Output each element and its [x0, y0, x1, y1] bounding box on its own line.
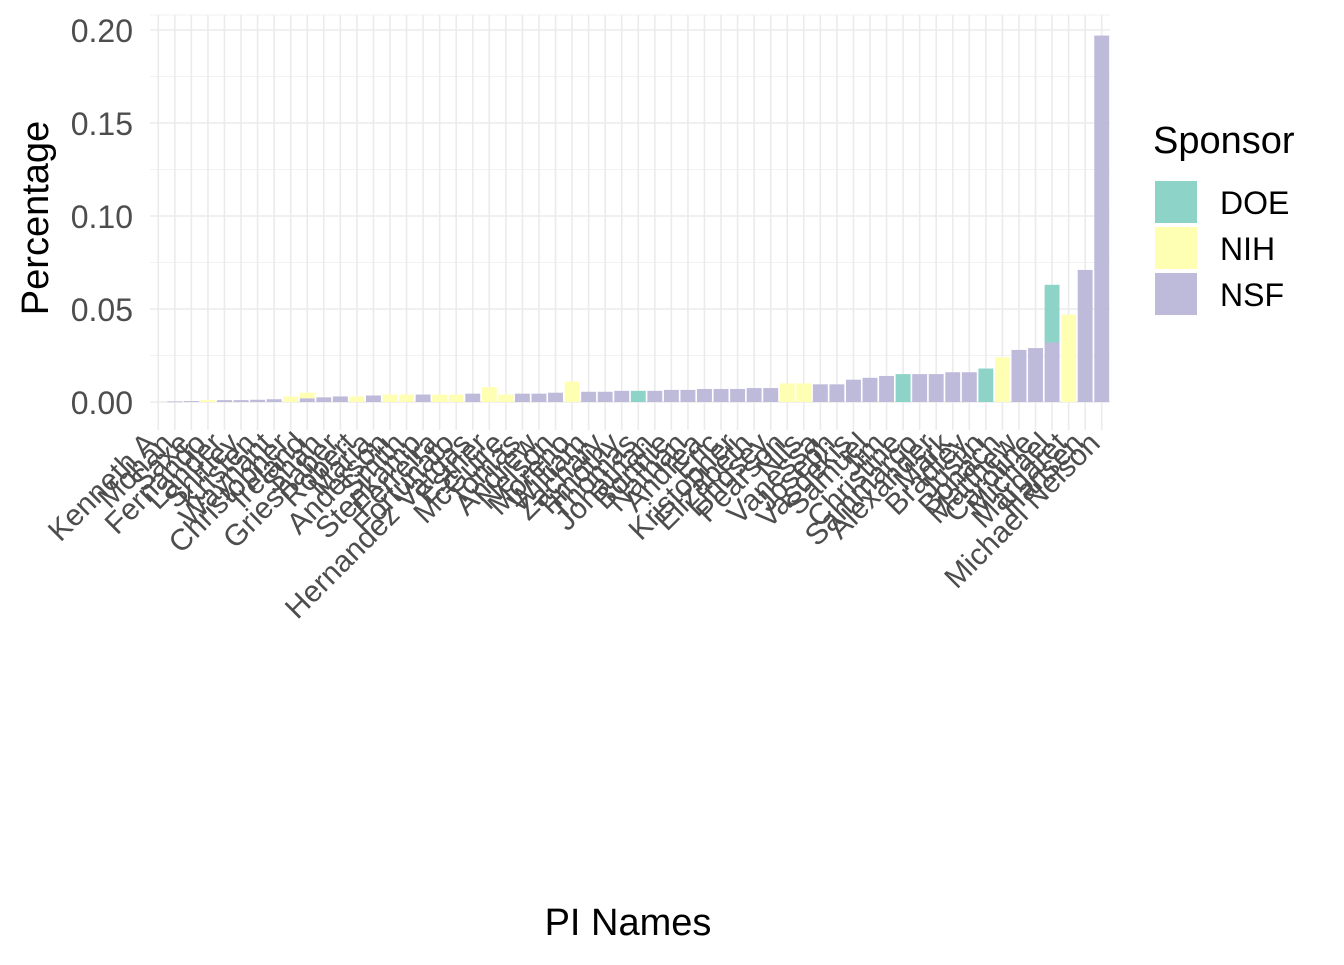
bar-nih: [432, 394, 448, 402]
bar-nsf: [332, 396, 348, 402]
bar-nsf: [846, 379, 861, 402]
bar-nih: [779, 383, 795, 402]
grid-minor: [150, 14, 1110, 356]
bar-nsf: [862, 377, 878, 402]
bar-nih: [299, 392, 315, 399]
bar-nih: [481, 387, 497, 402]
y-tick-label: 0.05: [71, 292, 133, 328]
x-axis-label: PI Names: [545, 902, 712, 944]
bars: [167, 35, 1110, 403]
bar-nsf: [514, 393, 530, 402]
bar-nsf: [1028, 348, 1043, 402]
bar-nsf: [531, 393, 547, 402]
bar-nsf: [233, 400, 249, 402]
bar-nsf: [879, 375, 894, 402]
bar-nsf: [597, 391, 613, 402]
bar-doe: [895, 374, 911, 402]
bar-doe: [1044, 284, 1060, 343]
bar-nih: [994, 357, 1010, 402]
bar-doe: [630, 390, 646, 402]
legend-label: DOE: [1220, 185, 1289, 221]
bar-nsf: [1044, 342, 1060, 402]
bar-nih: [498, 394, 514, 402]
bar-nsf: [763, 388, 779, 402]
bar-nih: [796, 383, 812, 402]
x-tick-labels: Kenneth AMohanSaxeFernandoLanderShirleyK…: [42, 426, 1107, 625]
bar-nsf: [1077, 269, 1093, 402]
bar-nsf: [316, 397, 332, 402]
bar-nih: [448, 394, 464, 402]
bar-nsf: [663, 389, 679, 402]
y-tick-label: 0.15: [71, 106, 133, 142]
bar-nsf: [366, 395, 381, 402]
bar-doe: [978, 368, 994, 402]
bar-nsf: [217, 400, 232, 402]
legend-key-nih: [1155, 227, 1197, 269]
legend-label: NIH: [1220, 231, 1275, 267]
bar-nih: [564, 381, 580, 402]
bar-nih: [200, 400, 216, 402]
bar-nsf: [647, 390, 663, 402]
bar-nsf: [680, 389, 696, 402]
bar-nsf: [912, 374, 928, 402]
bar-nsf: [945, 372, 961, 402]
bar-nsf: [465, 393, 481, 402]
bar-nsf: [581, 391, 597, 402]
bar-nsf: [250, 399, 266, 402]
y-tick-label: 0.00: [71, 385, 133, 421]
bar-nsf: [266, 399, 282, 402]
y-tick-label: 0.10: [71, 199, 133, 235]
bar-nih: [1061, 314, 1077, 402]
bar-nsf: [746, 388, 762, 402]
bar-nih: [349, 396, 365, 402]
bar-nsf: [299, 398, 315, 402]
bar-nsf: [697, 388, 712, 402]
bar-nih: [283, 396, 299, 402]
legend: Sponsor DOE NIH NSF: [1153, 120, 1295, 315]
legend-key-doe: [1155, 181, 1197, 223]
bar-nsf: [548, 392, 563, 402]
y-axis-label: Percentage: [15, 121, 57, 315]
bar-nsf: [829, 384, 845, 402]
bar-nsf: [183, 401, 199, 402]
bar-nsf: [928, 374, 944, 402]
y-tick-labels: 0.00 0.05 0.10 0.15 0.20: [71, 13, 133, 421]
bar-nsf: [713, 388, 729, 402]
legend-label: NSF: [1220, 277, 1284, 313]
bar-nsf: [730, 388, 746, 402]
grid-major: [150, 15, 1110, 430]
y-tick-label: 0.20: [71, 13, 133, 49]
bar-nsf: [415, 394, 431, 402]
bar-nsf: [1011, 349, 1027, 402]
bar-nsf: [1094, 35, 1110, 403]
bar-nsf: [812, 384, 828, 402]
bar-nih: [399, 394, 414, 402]
bar-nih: [382, 394, 398, 402]
bar-nsf: [614, 390, 630, 402]
legend-key-nsf: [1155, 273, 1197, 315]
legend-title: Sponsor: [1153, 120, 1295, 162]
bar-nsf: [167, 401, 183, 403]
bar-nsf: [961, 372, 977, 402]
